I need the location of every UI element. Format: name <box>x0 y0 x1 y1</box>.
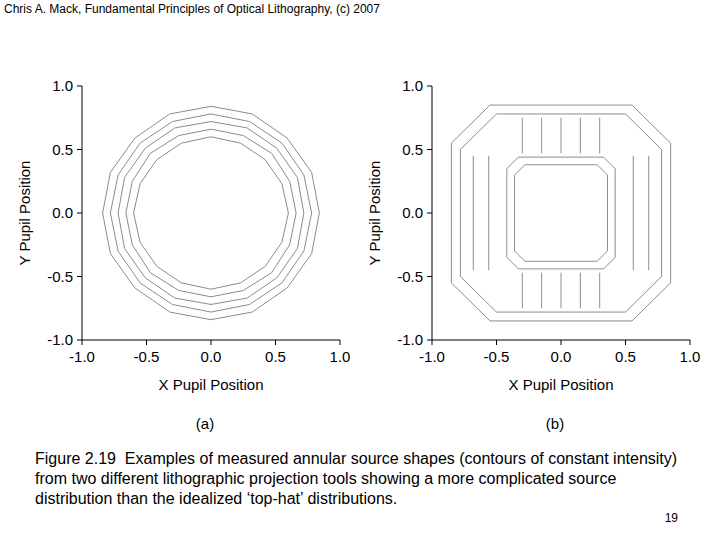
contour-line <box>522 273 523 309</box>
x-tick-label: 0.0 <box>201 348 222 365</box>
y-tick-label: 1.0 <box>402 77 423 94</box>
y-axis-label: Y Pupil Position <box>366 161 383 266</box>
x-tick <box>625 340 626 345</box>
x-tick-label: 0.5 <box>615 348 636 365</box>
x-tick <box>561 340 562 345</box>
x-tick <box>275 340 276 345</box>
contour-line <box>126 129 296 297</box>
contour-line <box>473 156 474 270</box>
y-tick-label: -0.5 <box>47 268 73 285</box>
x-tick <box>82 340 83 345</box>
page-number: 19 <box>665 511 679 525</box>
contour-line <box>599 273 600 309</box>
contour-line <box>522 118 523 154</box>
x-axis-label: X Pupil Position <box>158 376 263 393</box>
y-tick <box>77 149 82 150</box>
y-tick <box>77 340 82 341</box>
y-tick <box>427 86 432 87</box>
contour-line <box>515 165 608 262</box>
x-tick-label: 1.0 <box>680 348 701 365</box>
y-tick <box>427 276 432 277</box>
contour-line <box>110 114 311 312</box>
y-tick-label: -1.0 <box>47 331 73 348</box>
contour-line <box>134 137 289 289</box>
y-tick-label: 0.5 <box>52 141 73 158</box>
x-tick <box>146 340 147 345</box>
y-tick-label: 0.5 <box>402 141 423 158</box>
x-tick-label: 0.5 <box>265 348 286 365</box>
x-tick <box>432 340 433 345</box>
panel: -1.0 -0.5 0.0 0.5 1.0 -1.0 -0.5 0.0 0.5 1.0 X Pupi… <box>366 77 700 432</box>
y-tick <box>77 276 82 277</box>
y-tick-label: 1.0 <box>52 77 73 94</box>
x-tick <box>496 340 497 345</box>
contour-line <box>118 122 304 305</box>
contour-line <box>541 118 542 154</box>
slide: Chris A. Mack, Fundamental Principles of… <box>0 0 720 540</box>
x-tick <box>690 340 691 345</box>
contour-line <box>507 157 615 269</box>
y-tick <box>427 149 432 150</box>
y-tick <box>427 213 432 214</box>
panel-label: (b) <box>546 415 564 432</box>
y-tick <box>77 86 82 87</box>
contour-line <box>460 114 661 312</box>
panel-label: (a) <box>196 415 214 432</box>
x-axis-label: X Pupil Position <box>508 376 613 393</box>
header: Chris A. Mack, Fundamental Principles of… <box>4 2 380 16</box>
contour-line <box>488 156 489 270</box>
contour-line <box>103 106 320 319</box>
x-tick-label: 1.0 <box>330 348 351 365</box>
contours <box>103 106 320 319</box>
x-tick-label: 0.0 <box>551 348 572 365</box>
y-tick-label: -0.5 <box>397 268 423 285</box>
y-tick-label: -1.0 <box>397 331 423 348</box>
contour-line <box>561 118 562 154</box>
x-tick-label: -0.5 <box>134 348 160 365</box>
contour-line <box>599 118 600 154</box>
x-tick-label: -1.0 <box>419 348 445 365</box>
contour-line <box>633 156 634 270</box>
contour-line <box>451 105 670 321</box>
contour-line <box>580 273 581 309</box>
contour-line <box>541 273 542 309</box>
contour-line <box>561 273 562 309</box>
y-tick-label: 0.0 <box>402 204 423 221</box>
y-tick-label: 0.0 <box>52 204 73 221</box>
panel: -1.0 -0.5 0.0 0.5 1.0 -1.0 -0.5 0.0 0.5 1.0 X Pupi… <box>16 77 350 432</box>
contour-line <box>580 118 581 154</box>
contours <box>451 105 670 321</box>
y-tick <box>77 213 82 214</box>
x-tick <box>211 340 212 345</box>
caption: Figure 2.19 Examples of measured annular… <box>35 449 685 509</box>
y-axis-label: Y Pupil Position <box>16 161 33 266</box>
contour-line <box>648 156 649 270</box>
x-tick <box>340 340 341 345</box>
y-tick <box>427 340 432 341</box>
x-tick-label: -1.0 <box>69 348 95 365</box>
x-tick-label: -0.5 <box>484 348 510 365</box>
